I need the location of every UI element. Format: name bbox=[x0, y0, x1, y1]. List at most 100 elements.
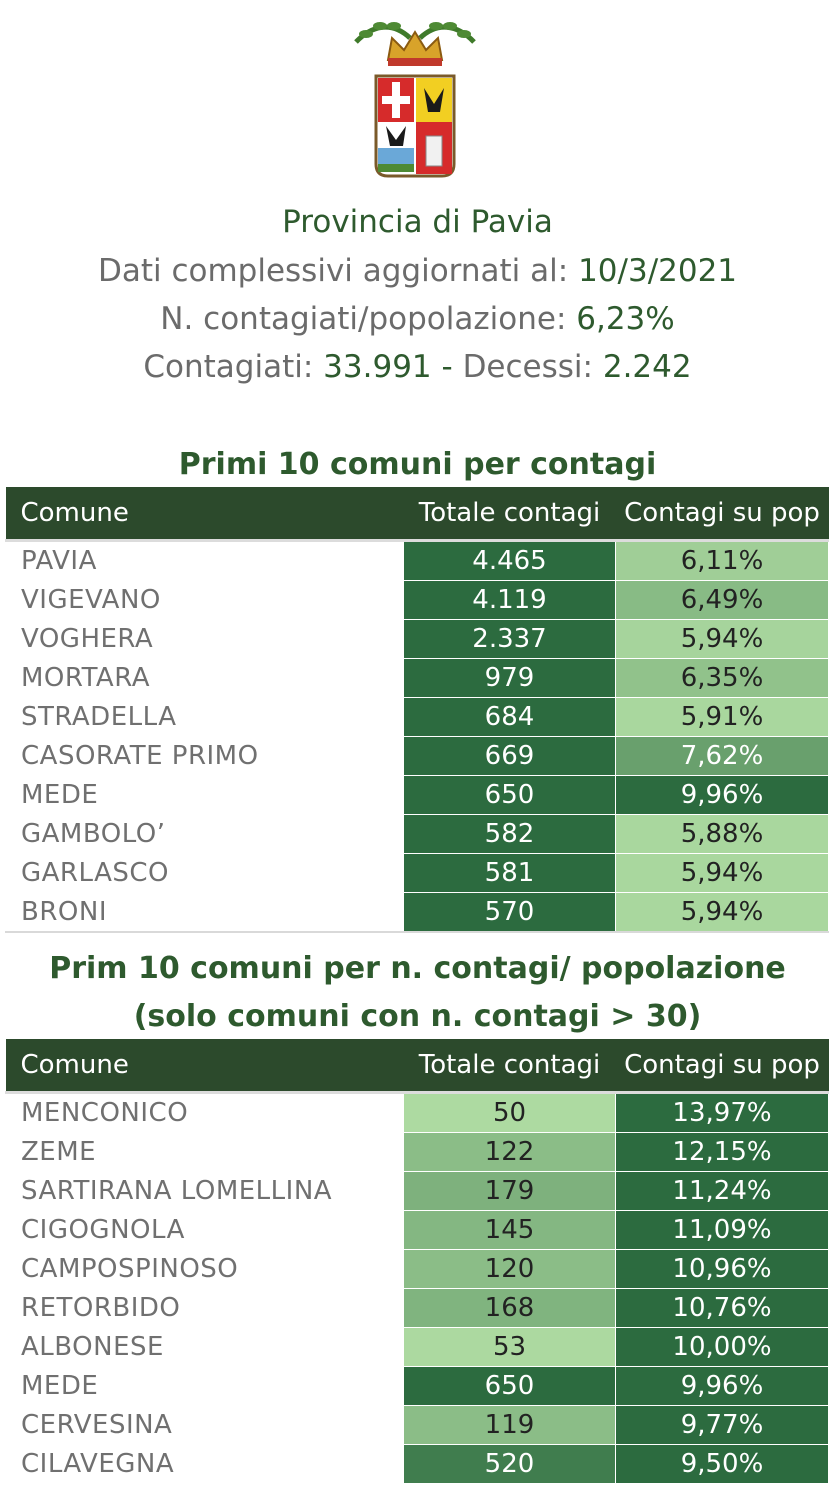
table1-bottom-divider bbox=[5, 931, 829, 933]
ratio-value: 6,23% bbox=[576, 301, 675, 337]
t2-row: RETORBIDO 168 10,76% bbox=[5, 1288, 829, 1328]
updated-line: Dati complessivi aggiornati al: 10/3/202… bbox=[0, 253, 835, 289]
t2-cell-totale: 122 bbox=[403, 1132, 616, 1172]
t2-cell-comune: ZEME bbox=[5, 1132, 404, 1172]
t1-row: PAVIA 4.465 6,11% bbox=[5, 540, 829, 581]
t1-cell-comune: MEDE bbox=[5, 775, 404, 815]
t1-cell-supop: 9,96% bbox=[615, 775, 829, 815]
t2-cell-comune: MEDE bbox=[5, 1366, 404, 1406]
t1-row: MORTARA 979 6,35% bbox=[5, 658, 829, 698]
t2-cell-comune: RETORBIDO bbox=[5, 1288, 404, 1328]
t2-row: MENCONICO 50 13,97% bbox=[5, 1092, 829, 1133]
t2-cell-supop: 10,96% bbox=[615, 1249, 829, 1289]
t1-cell-totale: 582 bbox=[403, 814, 616, 854]
t2-cell-totale: 168 bbox=[403, 1288, 616, 1328]
t1-cell-totale: 4.465 bbox=[403, 540, 616, 581]
t2-cell-supop: 10,76% bbox=[615, 1288, 829, 1328]
t2-cell-comune: MENCONICO bbox=[5, 1092, 404, 1133]
t2-cell-totale: 520 bbox=[403, 1444, 616, 1484]
t1-cell-supop: 5,91% bbox=[615, 697, 829, 737]
table2-col-totale: Totale contagi bbox=[403, 1039, 616, 1094]
t1-cell-comune: GARLASCO bbox=[5, 853, 404, 893]
table2-col-comune: Comune bbox=[5, 1039, 404, 1094]
t2-cell-supop: 9,96% bbox=[615, 1366, 829, 1406]
coat-of-arms-emblem bbox=[354, 22, 476, 178]
t2-cell-supop: 11,24% bbox=[615, 1171, 829, 1211]
t1-cell-totale: 684 bbox=[403, 697, 616, 737]
t2-row: CERVESINA 119 9,77% bbox=[5, 1405, 829, 1445]
t2-cell-totale: 145 bbox=[403, 1210, 616, 1250]
t2-cell-comune: CERVESINA bbox=[5, 1405, 404, 1445]
table1-header-row: Comune Totale contagi Contagi su pop bbox=[5, 487, 829, 542]
t2-cell-totale: 179 bbox=[403, 1171, 616, 1211]
ratio-label: N. contagiati/popolazione: bbox=[160, 301, 567, 337]
table2-title-line1: Prim 10 comuni per n. contagi/ popolazio… bbox=[49, 951, 786, 986]
updated-value: 10/3/2021 bbox=[578, 253, 738, 289]
deaths-label: Decessi: bbox=[462, 349, 593, 385]
t2-cell-totale: 120 bbox=[403, 1249, 616, 1289]
t1-cell-comune: PAVIA bbox=[5, 540, 404, 581]
t1-cell-supop: 6,11% bbox=[615, 540, 829, 581]
t1-cell-supop: 7,62% bbox=[615, 736, 829, 776]
table1-col-supop: Contagi su pop bbox=[615, 487, 829, 542]
t1-row: MEDE 650 9,96% bbox=[5, 775, 829, 815]
t1-row: VIGEVANO 4.119 6,49% bbox=[5, 580, 829, 620]
t1-cell-comune: BRONI bbox=[5, 892, 404, 932]
t2-cell-comune: ALBONESE bbox=[5, 1327, 404, 1367]
t1-cell-comune: GAMBOLO’ bbox=[5, 814, 404, 854]
t2-row: SARTIRANA LOMELLINA 179 11,24% bbox=[5, 1171, 829, 1211]
t1-cell-supop: 5,94% bbox=[615, 853, 829, 893]
t1-cell-comune: STRADELLA bbox=[5, 697, 404, 737]
table2-header-row: Comune Totale contagi Contagi su pop bbox=[5, 1039, 829, 1094]
t2-cell-totale: 50 bbox=[403, 1092, 616, 1133]
table1-title: Primi 10 comuni per contagi bbox=[178, 447, 657, 482]
t2-row: MEDE 650 9,96% bbox=[5, 1366, 829, 1406]
table2: Comune Totale contagi Contagi su pop MEN… bbox=[5, 1039, 829, 1484]
t2-cell-comune: CIGOGNOLA bbox=[5, 1210, 404, 1250]
t2-cell-totale: 53 bbox=[403, 1327, 616, 1367]
t1-cell-comune: VIGEVANO bbox=[5, 580, 404, 620]
t1-cell-totale: 4.119 bbox=[403, 580, 616, 620]
ratio-line: N. contagiati/popolazione: 6,23% bbox=[0, 301, 835, 337]
infected-value: 33.991 bbox=[323, 349, 432, 385]
t2-cell-supop: 13,97% bbox=[615, 1092, 829, 1133]
t2-cell-supop: 10,00% bbox=[615, 1327, 829, 1367]
t2-cell-supop: 9,50% bbox=[615, 1444, 829, 1484]
deaths-value: 2.242 bbox=[602, 349, 692, 385]
t1-cell-comune: VOGHERA bbox=[5, 619, 404, 659]
t1-row: CASORATE PRIMO 669 7,62% bbox=[5, 736, 829, 776]
t2-cell-totale: 119 bbox=[403, 1405, 616, 1445]
t2-cell-supop: 11,09% bbox=[615, 1210, 829, 1250]
page-title: Provincia di Pavia bbox=[282, 204, 553, 240]
table1-col-comune: Comune bbox=[5, 487, 404, 542]
t2-row: ALBONESE 53 10,00% bbox=[5, 1327, 829, 1367]
t2-cell-supop: 9,77% bbox=[615, 1405, 829, 1445]
t1-cell-totale: 581 bbox=[403, 853, 616, 893]
t1-cell-comune: MORTARA bbox=[5, 658, 404, 698]
table2-title-line2: (solo comuni con n. contagi > 30) bbox=[133, 999, 702, 1034]
t1-row: GARLASCO 581 5,94% bbox=[5, 853, 829, 893]
table2-col-supop: Contagi su pop bbox=[615, 1039, 829, 1094]
t1-cell-totale: 979 bbox=[403, 658, 616, 698]
t1-row: VOGHERA 2.337 5,94% bbox=[5, 619, 829, 659]
t1-cell-totale: 669 bbox=[403, 736, 616, 776]
updated-label: Dati complessivi aggiornati al: bbox=[97, 253, 569, 289]
t2-row: CILAVEGNA 520 9,50% bbox=[5, 1444, 829, 1484]
t2-cell-comune: SARTIRANA LOMELLINA bbox=[5, 1171, 404, 1211]
t1-cell-comune: CASORATE PRIMO bbox=[5, 736, 404, 776]
t1-cell-totale: 2.337 bbox=[403, 619, 616, 659]
t1-row: BRONI 570 5,94% bbox=[5, 892, 829, 932]
t1-cell-supop: 5,94% bbox=[615, 619, 829, 659]
t2-cell-supop: 12,15% bbox=[615, 1132, 829, 1172]
t1-cell-supop: 5,94% bbox=[615, 892, 829, 932]
t2-cell-totale: 650 bbox=[403, 1366, 616, 1406]
dash-separator: - bbox=[441, 349, 453, 385]
table1: Comune Totale contagi Contagi su pop PAV… bbox=[5, 487, 829, 932]
t1-cell-totale: 650 bbox=[403, 775, 616, 815]
t2-cell-comune: CAMPOSPINOSO bbox=[5, 1249, 404, 1289]
totals-line: Contagiati: 33.991 - Decessi: 2.242 bbox=[0, 349, 835, 385]
t1-row: GAMBOLO’ 582 5,88% bbox=[5, 814, 829, 854]
t1-cell-supop: 6,35% bbox=[615, 658, 829, 698]
t1-row: STRADELLA 684 5,91% bbox=[5, 697, 829, 737]
t1-cell-totale: 570 bbox=[403, 892, 616, 932]
